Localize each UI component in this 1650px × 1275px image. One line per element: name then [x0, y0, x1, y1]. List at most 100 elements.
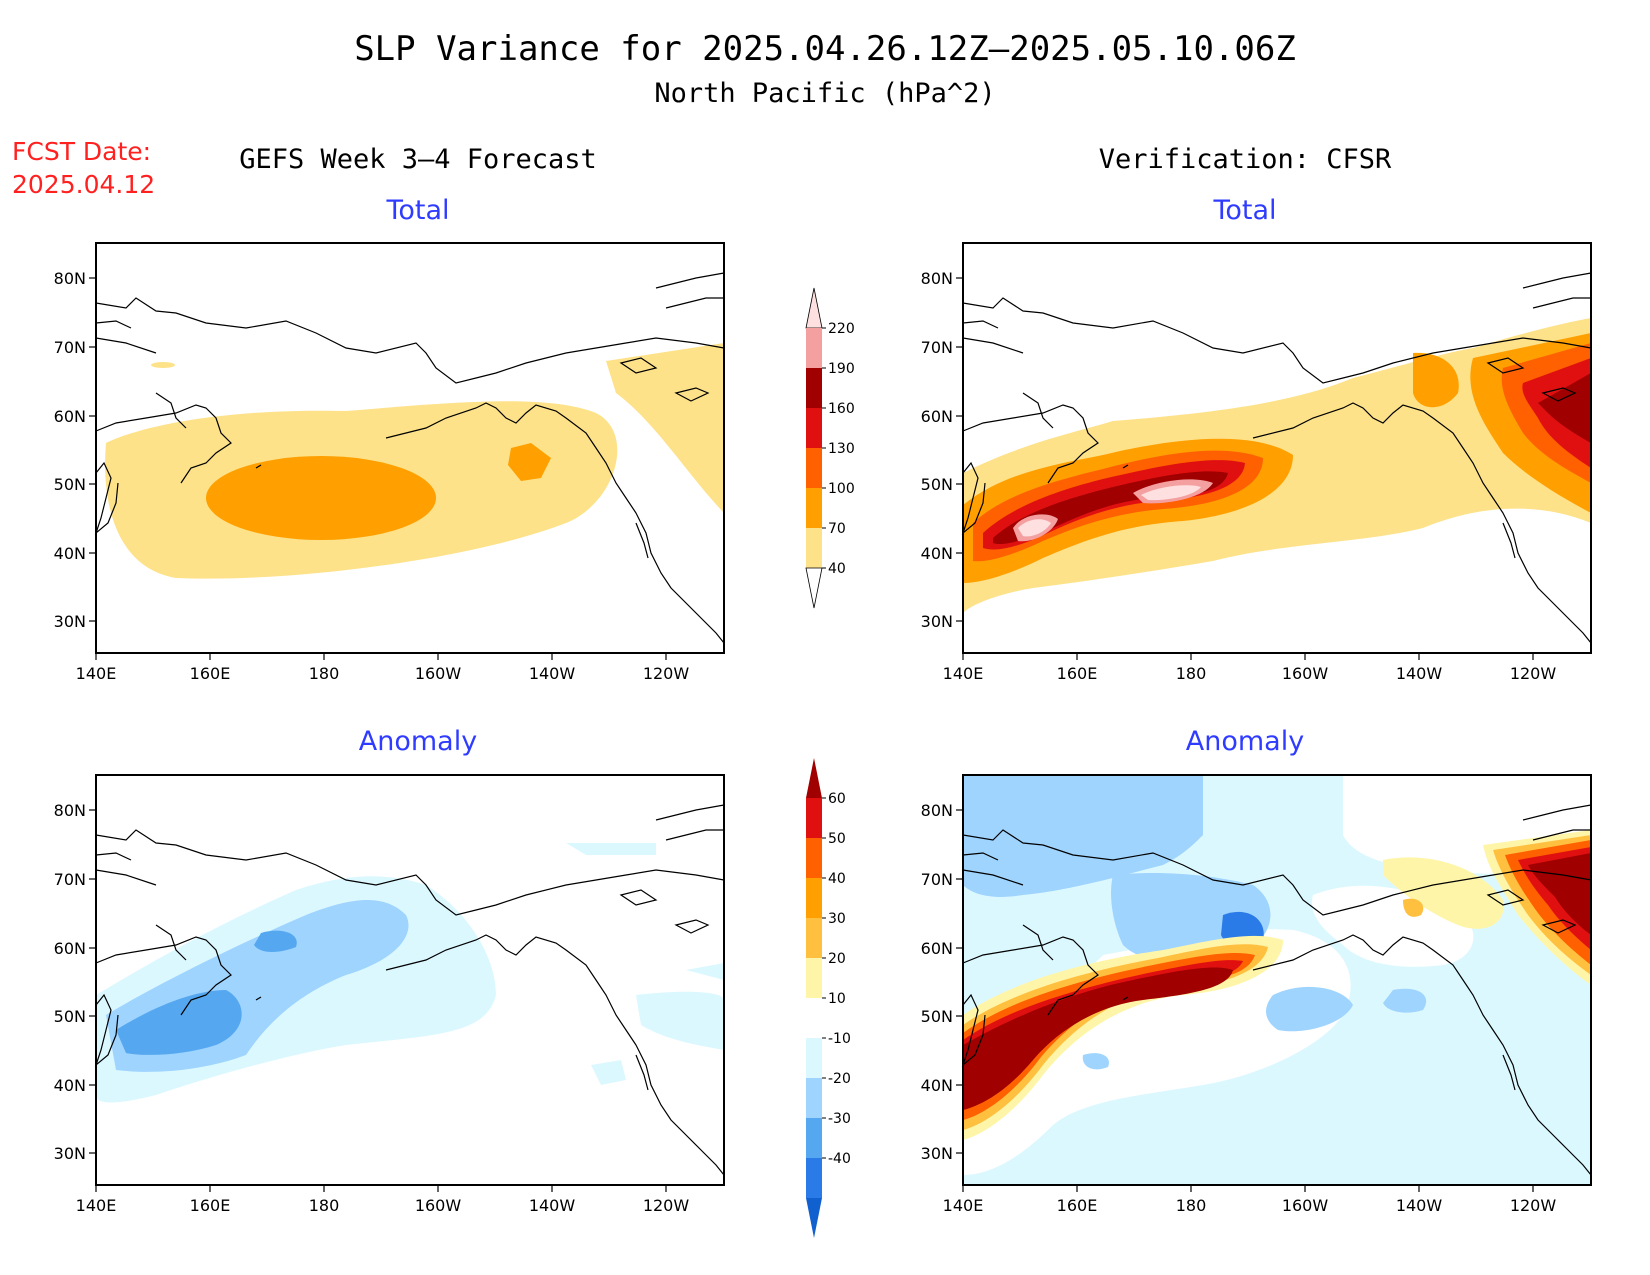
contour-70 — [206, 456, 436, 540]
colorbar-level-label: 20 — [828, 951, 846, 967]
lon-tick-label: 160W — [415, 664, 462, 683]
colorbar-level-label: -20 — [828, 1071, 851, 1087]
axes-tl: 140E 160E 180 160W 140W 120W 80N 70N 60N 50N 40N 30… — [54, 269, 690, 683]
colorbar-level-label: 40 — [828, 871, 846, 887]
lon-tick-label: 140E — [943, 1196, 984, 1215]
lat-tick-label: 60N — [54, 939, 86, 958]
colorbar-level-label: 10 — [828, 991, 846, 1007]
lon-tick-label: 160E — [1057, 664, 1098, 683]
colorbar-level-label: 60 — [828, 791, 846, 807]
axes-br: 140E 160E 180 160W 140W 120W 80N 70N 60N 50N 40N 30… — [921, 801, 1557, 1215]
lat-tick-label: 70N — [54, 870, 86, 889]
lat-tick-label: 40N — [54, 544, 86, 563]
colorbar-swatch — [806, 838, 822, 878]
colorbar-swatch — [806, 1078, 822, 1118]
map-panel-cfsr-anomaly — [962, 774, 1592, 1186]
colorbar-swatch — [806, 328, 822, 368]
lon-tick-label: 180 — [309, 1196, 340, 1215]
colorbar-swatch — [806, 878, 822, 918]
lon-tick-label: 140W — [1396, 664, 1443, 683]
colorbar-swatch — [806, 368, 822, 408]
lon-tick-label: 120W — [1510, 664, 1557, 683]
panel-title-tl: Total — [385, 195, 449, 226]
colorbar-level-label: -30 — [828, 1111, 851, 1127]
lat-tick-label: 60N — [921, 939, 953, 958]
lat-tick-label: 30N — [921, 612, 953, 631]
colorbar-top-arrow — [805, 287, 823, 329]
lat-tick-label: 80N — [921, 801, 953, 820]
panel-title-bl: Anomaly — [359, 726, 477, 757]
colorbar-level-label: 220 — [828, 321, 855, 337]
fcst-date-value: 2025.04.12 — [12, 170, 155, 199]
lat-tick-label: 30N — [54, 1144, 86, 1163]
colorbar-swatch — [806, 448, 822, 488]
axes-bl: 140E 160E 180 160W 140W 120W 80N 70N 60N 50N 40N 30… — [54, 801, 690, 1215]
colorbar-level-label: 160 — [828, 401, 855, 417]
lon-tick-label: 180 — [309, 664, 340, 683]
colorbar-level-label: 130 — [828, 441, 855, 457]
lat-tick-label: 70N — [921, 870, 953, 889]
colorbar-swatch — [806, 958, 822, 998]
lat-tick-label: 30N — [54, 612, 86, 631]
lat-tick-label: 70N — [54, 338, 86, 357]
colorbar-bottom-arrow — [805, 567, 823, 609]
column-title-right: Verification: CFSR — [1099, 144, 1392, 175]
lon-tick-label: 160W — [1282, 1196, 1329, 1215]
colorbar-swatch — [806, 488, 822, 528]
colorbar-swatch — [806, 1038, 822, 1078]
lon-tick-label: 180 — [1176, 664, 1207, 683]
lat-tick-label: 60N — [921, 407, 953, 426]
fcst-date-label: FCST Date: — [12, 137, 151, 166]
column-title-left: GEFS Week 3—4 Forecast — [239, 144, 597, 175]
colorbar-level-label: -10 — [828, 1031, 851, 1047]
figure-subtitle: North Pacific (hPa^2) — [654, 78, 995, 109]
map-panel-cfsr-total — [962, 242, 1592, 654]
lon-tick-label: 140W — [1396, 1196, 1443, 1215]
lat-tick-label: 80N — [54, 269, 86, 288]
colorbar-level-label: 100 — [828, 481, 855, 497]
lon-tick-label: 140E — [76, 1196, 117, 1215]
colorbar-bottom-arrow — [806, 1198, 822, 1238]
lon-tick-label: 120W — [643, 1196, 690, 1215]
colorbar-total: 220 190 160 130 100 70 40 — [805, 287, 855, 609]
colorbar-top-arrow — [806, 758, 822, 798]
lat-tick-label: 50N — [921, 1007, 953, 1026]
panel-title-tr: Total — [1212, 195, 1276, 226]
lat-tick-label: 40N — [921, 544, 953, 563]
colorbar-level-label: 40 — [828, 561, 846, 577]
colorbar-level-label: 30 — [828, 911, 846, 927]
lat-tick-label: 50N — [54, 475, 86, 494]
lat-tick-label: 40N — [54, 1076, 86, 1095]
lon-tick-label: 140W — [529, 1196, 576, 1215]
colorbar-swatch — [806, 998, 822, 1038]
axes-tr: 140E 160E 180 160W 140W 120W 80N 70N 60N 50N 40N 30… — [921, 269, 1557, 683]
lat-tick-label: 60N — [54, 407, 86, 426]
lon-tick-label: 160W — [1282, 664, 1329, 683]
lon-tick-label: 160E — [190, 664, 231, 683]
colorbar-swatch — [806, 1118, 822, 1158]
colorbar-level-label: -40 — [828, 1151, 851, 1167]
lon-tick-label: 180 — [1176, 1196, 1207, 1215]
lon-tick-label: 140W — [529, 664, 576, 683]
lon-tick-label: 140E — [76, 664, 117, 683]
colorbar-swatch — [806, 798, 822, 838]
panel-title-br: Anomaly — [1186, 726, 1304, 757]
colorbar-swatch — [806, 408, 822, 448]
colorbar-level-label: 190 — [828, 361, 855, 377]
lon-tick-label: 160E — [190, 1196, 231, 1215]
colorbar-swatch — [806, 918, 822, 958]
map-panel-gefs-anomaly — [95, 774, 725, 1186]
lon-tick-label: 120W — [643, 664, 690, 683]
lat-tick-label: 70N — [921, 338, 953, 357]
lat-tick-label: 30N — [921, 1144, 953, 1163]
colorbar-anomaly: 60 50 40 30 20 10 -10 -20 -30 -40 — [806, 758, 851, 1238]
lat-tick-label: 50N — [921, 475, 953, 494]
lon-tick-label: 140E — [943, 664, 984, 683]
colorbar-swatch — [806, 528, 822, 568]
colorbar-level-label: 70 — [828, 521, 846, 537]
figure-title: SLP Variance for 2025.04.26.12Z—2025.05.… — [354, 29, 1296, 69]
lat-tick-label: 80N — [921, 269, 953, 288]
colorbar-level-label: 50 — [828, 831, 846, 847]
lon-tick-label: 160E — [1057, 1196, 1098, 1215]
lat-tick-label: 80N — [54, 801, 86, 820]
